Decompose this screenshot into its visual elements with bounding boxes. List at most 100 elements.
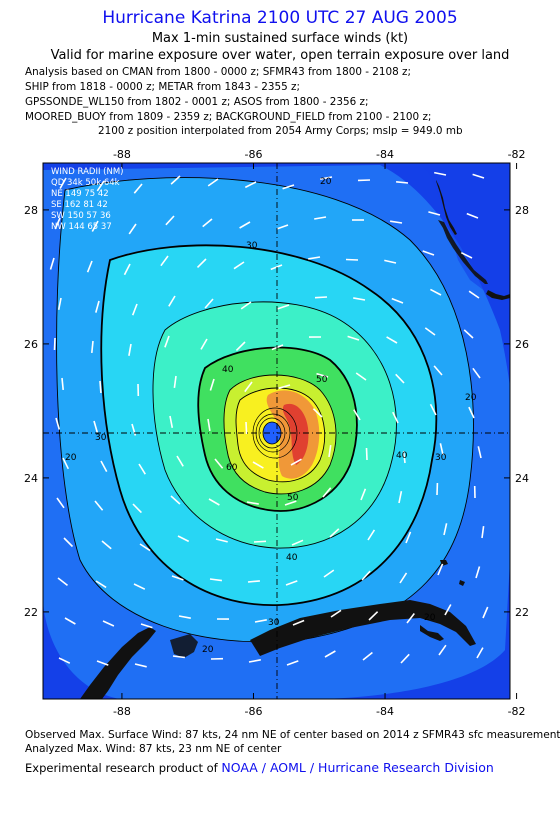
contour-labels: 20 20 20 30 30 30 30 40 40 40 50 50 60 2… xyxy=(65,177,477,655)
wind-barb xyxy=(102,620,115,627)
wind-barb xyxy=(282,184,295,190)
wind-barb xyxy=(235,341,246,351)
wind-barb xyxy=(208,498,220,506)
wind-barb xyxy=(56,497,65,509)
contour-label: 40 xyxy=(286,553,298,563)
wind-barb xyxy=(428,211,441,216)
wind-barb xyxy=(91,340,94,353)
wind-barb xyxy=(86,260,93,273)
credit-org-link[interactable]: NOAA / AOML / Hurricane Research Divisio… xyxy=(221,760,494,775)
legend-row: NE 149 75 42 xyxy=(51,189,109,199)
wind-barb xyxy=(207,178,219,187)
wind-barb xyxy=(277,304,290,310)
subtitle: Max 1-min sustained surface winds (kt) xyxy=(151,31,409,46)
wind-barb xyxy=(424,327,436,336)
contour-outlines xyxy=(56,177,474,643)
wind-barb xyxy=(384,259,397,264)
credit-line: Experimental research product of NOAA / … xyxy=(25,760,494,775)
lon-tick-label: -82 xyxy=(508,705,526,718)
wind-barb xyxy=(329,528,340,538)
contour-label: 30 xyxy=(95,433,107,443)
wind-barb xyxy=(176,455,184,467)
wind-barb xyxy=(437,563,444,576)
wind-barb xyxy=(204,298,214,309)
wind-barb xyxy=(482,606,489,619)
wind-barb xyxy=(53,337,56,351)
validity-note: Valid for marine exposure over water, op… xyxy=(50,48,510,63)
wind-barb xyxy=(422,250,435,256)
lat-tick-label: 24 xyxy=(24,472,38,485)
wind-barb xyxy=(91,220,99,232)
wind-barb xyxy=(95,580,107,589)
wind-barb xyxy=(133,183,143,194)
wind-barb xyxy=(308,256,321,260)
wind-barb xyxy=(138,463,146,475)
wind-barb xyxy=(100,460,108,472)
wind-barb xyxy=(468,290,480,299)
wind-barb xyxy=(386,336,398,344)
analysis-line: MOORED_BUOY from 1809 - 2359 z; BACKGROU… xyxy=(25,111,432,123)
wind-barb xyxy=(200,338,208,350)
wind-barb xyxy=(95,300,100,313)
contour-label: 50 xyxy=(287,493,299,503)
analysis-line: GPSSONDE_WL150 from 1802 - 0001 z; ASOS … xyxy=(25,96,369,108)
wind-barb xyxy=(270,264,283,271)
wind-barb xyxy=(320,176,333,180)
wind-barb xyxy=(132,503,142,514)
wind-barb xyxy=(391,297,404,304)
wind-barbs xyxy=(49,171,489,668)
wind-barb xyxy=(330,609,342,618)
wind-barb xyxy=(253,540,267,543)
contour-label: 40 xyxy=(222,365,234,375)
wind-barb xyxy=(444,604,452,616)
lat-tick-label: 26 xyxy=(24,338,38,351)
wind-barb xyxy=(246,501,259,505)
wind-barb xyxy=(169,415,174,428)
wind-barb xyxy=(252,461,264,469)
wind-barb xyxy=(438,644,447,656)
wind-barb xyxy=(347,335,360,341)
lon-tick-label: -86 xyxy=(244,148,262,161)
wind-barb xyxy=(96,180,105,192)
wind-barb xyxy=(168,295,176,307)
contour-label: 20 xyxy=(320,177,332,187)
wind-barb xyxy=(286,660,299,666)
wind-barb xyxy=(361,570,371,581)
lat-tick-label: 22 xyxy=(24,606,38,619)
wind-barb xyxy=(399,572,408,584)
contour-label: 30 xyxy=(246,241,258,251)
legend-row: SW 150 57 36 xyxy=(51,211,111,221)
wind-barb xyxy=(160,255,169,267)
wind-barb xyxy=(240,301,252,310)
wind-barb xyxy=(248,659,261,663)
wind-barb xyxy=(291,539,304,546)
lat-tick-label: 22 xyxy=(515,606,529,619)
wind-barb xyxy=(328,444,332,458)
contour-label: 20 xyxy=(465,393,477,403)
observed-max-wind: Observed Max. Surface Wind: 87 kts, 24 n… xyxy=(25,729,560,741)
wind-barb xyxy=(472,367,481,379)
contour-label: 60 xyxy=(226,463,238,473)
lon-tick-label: -88 xyxy=(113,705,131,718)
wind-barb xyxy=(134,663,147,668)
wind-barb xyxy=(62,457,70,470)
wind-barb xyxy=(443,523,448,536)
map-frame xyxy=(42,162,511,700)
contour-label: 20 xyxy=(424,613,436,623)
wind-barb xyxy=(233,261,245,270)
wind-barb xyxy=(466,212,479,219)
wind-barb xyxy=(214,458,224,469)
wind-barb xyxy=(55,417,61,430)
contour-label: 30 xyxy=(268,618,280,628)
wind-barb xyxy=(398,491,403,504)
wind-barb xyxy=(61,377,64,390)
wind-barb xyxy=(93,420,99,433)
wind-barb xyxy=(247,580,260,583)
lat-tick-label: 28 xyxy=(515,204,529,217)
wind-barb xyxy=(54,217,61,230)
wind-barb xyxy=(173,375,177,389)
contour-85kt xyxy=(282,403,309,465)
lon-tick-label: -84 xyxy=(376,148,394,161)
wind-barb xyxy=(368,611,379,621)
wind-barb xyxy=(202,218,213,228)
